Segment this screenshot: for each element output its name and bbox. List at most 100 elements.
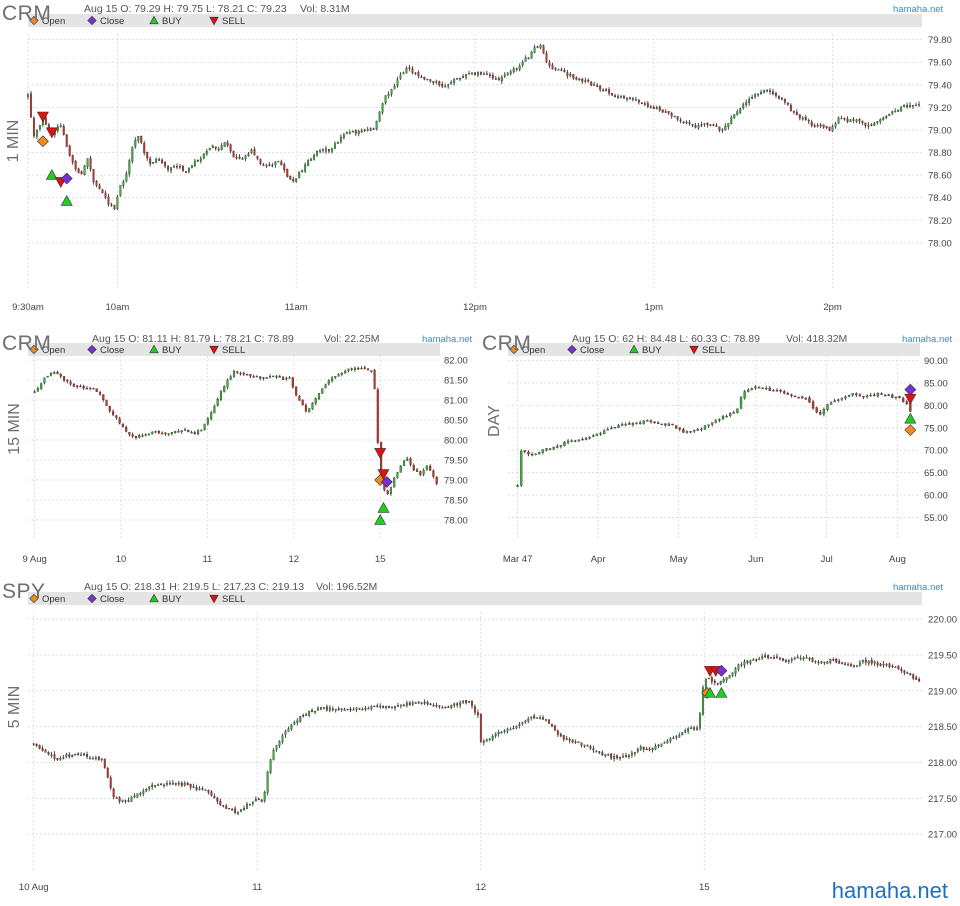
candle-body bbox=[32, 743, 35, 745]
legend-buy-label: BUY bbox=[162, 594, 182, 605]
legend-buy-label: BUY bbox=[162, 16, 182, 27]
candle-body bbox=[482, 73, 485, 75]
candle-body bbox=[633, 751, 636, 754]
candle-body bbox=[588, 437, 591, 439]
x-tick-label: 11 bbox=[252, 882, 262, 893]
brand-link[interactable]: hamaha.net bbox=[893, 582, 944, 593]
candle-body bbox=[353, 367, 357, 370]
candle-body bbox=[506, 728, 509, 732]
candle-body bbox=[399, 466, 402, 473]
candle-body bbox=[143, 143, 146, 154]
candle-body bbox=[847, 395, 851, 397]
candle-body bbox=[409, 458, 412, 465]
candle-body bbox=[678, 427, 681, 430]
candle-body bbox=[700, 124, 703, 126]
candle-body bbox=[281, 735, 284, 742]
candle-body bbox=[814, 660, 817, 663]
candle-body bbox=[432, 81, 435, 83]
candle-body bbox=[115, 415, 118, 418]
candle-body bbox=[707, 424, 710, 426]
chart-crm-day[interactable]: Open Close BUY SELL 90.00 85.00 80.00 75.00 70.0… bbox=[480, 330, 960, 570]
candle-body bbox=[46, 375, 49, 378]
candle-body bbox=[76, 385, 79, 387]
candle-body bbox=[181, 166, 184, 171]
candle-body bbox=[426, 78, 429, 81]
candle-body bbox=[728, 675, 731, 679]
candle-body bbox=[419, 471, 422, 475]
candle-body bbox=[530, 51, 533, 59]
footer-brand-logo[interactable]: hamaha.net bbox=[831, 878, 948, 903]
brand-link[interactable]: hamaha.net bbox=[902, 334, 953, 345]
candle-body bbox=[168, 782, 171, 785]
candle-body bbox=[804, 398, 808, 400]
y-tick-label: 65.00 bbox=[924, 468, 948, 479]
candle-body bbox=[98, 184, 101, 190]
candle-body bbox=[763, 90, 766, 93]
candle-body bbox=[900, 106, 903, 112]
candle-body bbox=[147, 433, 151, 436]
candle-body bbox=[357, 367, 360, 370]
candle-body bbox=[885, 116, 888, 119]
x-tick-label: 9:30am bbox=[12, 302, 44, 313]
candle-body bbox=[373, 705, 376, 708]
candle-body bbox=[855, 665, 858, 667]
candle-body bbox=[139, 793, 142, 795]
candle-body bbox=[548, 448, 552, 450]
candle-body bbox=[476, 712, 479, 716]
chart-crm-15min[interactable]: Open Close BUY SELL 82.00 81.50 81.00 80.50 80.0… bbox=[0, 330, 480, 570]
candle-body bbox=[146, 152, 149, 159]
candle-body bbox=[712, 124, 715, 126]
candle-body bbox=[272, 750, 275, 760]
candle-body bbox=[192, 786, 195, 788]
candle-body bbox=[203, 423, 206, 430]
candle-body bbox=[80, 754, 83, 756]
brand-link[interactable]: hamaha.net bbox=[893, 4, 944, 15]
candle-body bbox=[38, 745, 41, 749]
candle-body bbox=[399, 74, 402, 79]
chart-spy-5min[interactable]: Open Close BUY SELL 220.00 219.50 219.00 218.50… bbox=[0, 578, 960, 898]
chart-crm-1min[interactable]: Open Close BUY SELL 79.80 79.60 79.40 79.20 79.0… bbox=[0, 0, 960, 318]
candle-body bbox=[653, 421, 656, 424]
candle-body bbox=[732, 412, 735, 414]
candle-body bbox=[325, 706, 328, 711]
candle-body bbox=[772, 91, 774, 95]
open-marker bbox=[904, 424, 917, 436]
candle-body bbox=[86, 754, 89, 757]
candle-body bbox=[393, 477, 396, 488]
candle-body bbox=[691, 124, 694, 126]
candle-body bbox=[232, 371, 236, 378]
candle-body bbox=[527, 718, 530, 722]
candle-body bbox=[751, 97, 754, 99]
candle-body bbox=[243, 808, 245, 811]
candle-body bbox=[214, 146, 217, 149]
candle-body bbox=[375, 120, 378, 130]
candle-body bbox=[887, 394, 890, 396]
y-tick-label: 79.50 bbox=[444, 456, 468, 467]
candle-body bbox=[518, 724, 521, 726]
candle-body bbox=[849, 119, 852, 123]
candle-body bbox=[257, 798, 260, 800]
candle-body bbox=[412, 465, 415, 471]
x-tick-label: 12 bbox=[475, 882, 486, 893]
candle-body bbox=[851, 392, 854, 396]
candle-body bbox=[269, 759, 272, 773]
candle-body bbox=[388, 706, 391, 709]
candle-body bbox=[844, 396, 847, 399]
x-tick-label: 12 bbox=[289, 554, 300, 565]
candle-body bbox=[82, 385, 85, 389]
candle-body bbox=[491, 736, 494, 740]
brand-link[interactable]: hamaha.net bbox=[422, 334, 473, 345]
candle-body bbox=[321, 388, 324, 394]
candle-body bbox=[710, 677, 713, 682]
candle-body bbox=[530, 716, 533, 719]
candle-body bbox=[781, 658, 784, 661]
candle-body bbox=[238, 156, 241, 159]
candle-body bbox=[722, 679, 725, 683]
candle-body bbox=[602, 430, 606, 435]
candle-body bbox=[265, 164, 268, 167]
candle-body bbox=[425, 465, 428, 470]
candle-body bbox=[833, 400, 836, 403]
candle-body bbox=[613, 427, 617, 429]
candle-body bbox=[837, 399, 840, 401]
open-marker bbox=[29, 344, 39, 355]
